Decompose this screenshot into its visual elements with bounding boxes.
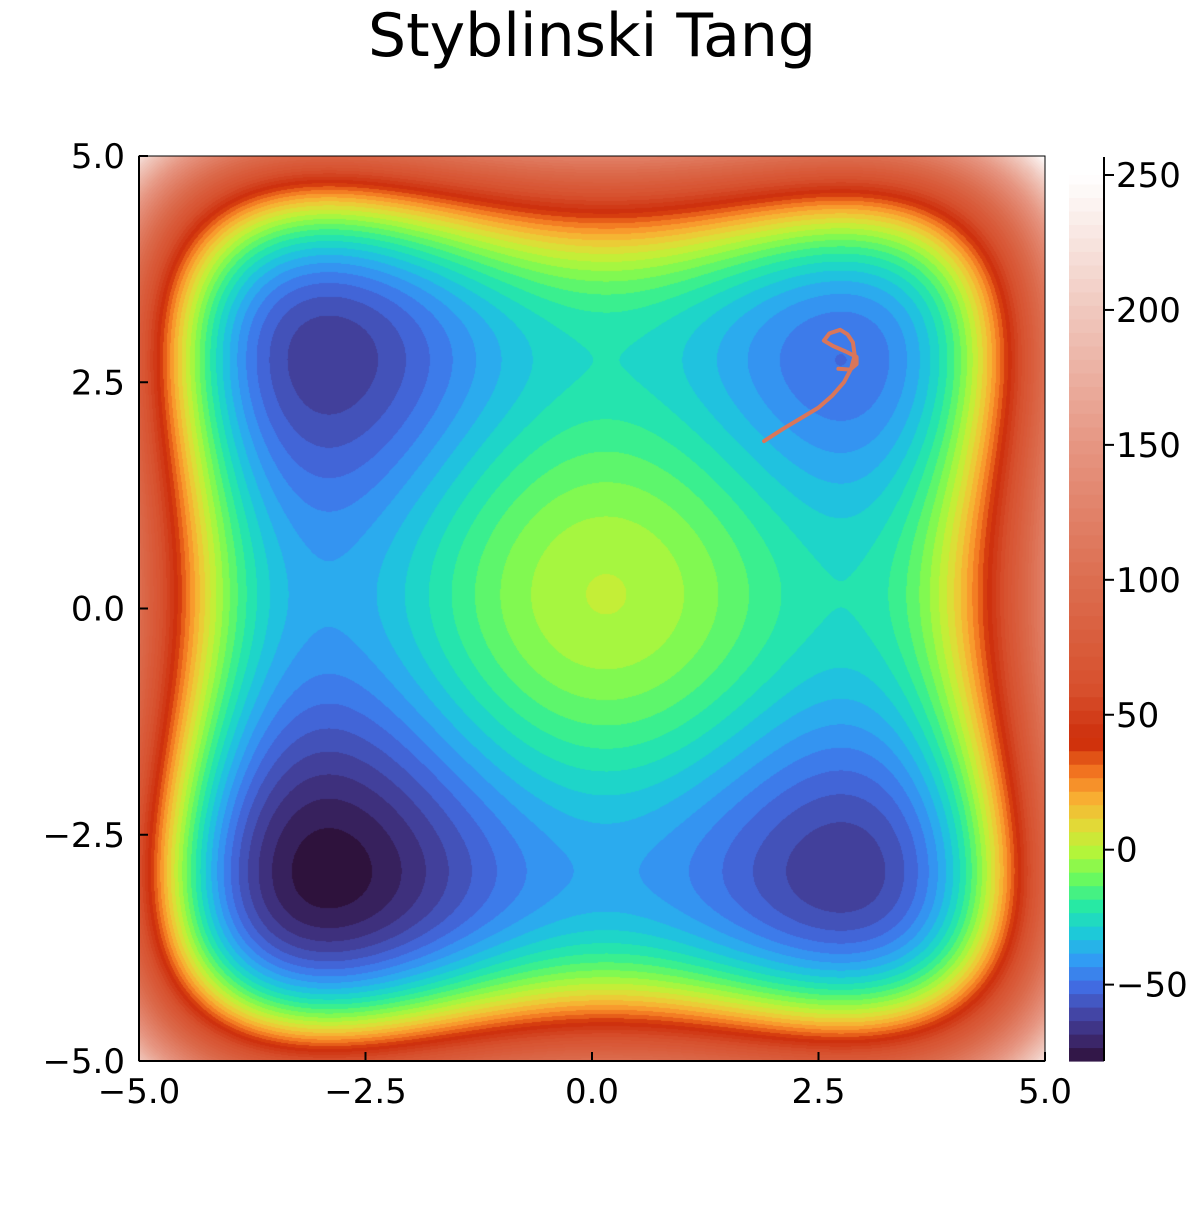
colorbar-band xyxy=(1069,318,1104,333)
colorbar-tick-label: 250 xyxy=(1116,156,1181,196)
y-tick-label: 2.5 xyxy=(71,363,125,403)
colorbar-band xyxy=(1069,926,1104,941)
colorbar-band xyxy=(1069,548,1104,563)
colorbar-band xyxy=(1069,467,1104,482)
colorbar-band xyxy=(1069,629,1104,644)
colorbar-band xyxy=(1069,588,1104,603)
colorbar-band xyxy=(1069,183,1104,198)
colorbar-band xyxy=(1069,264,1104,279)
colorbar-band xyxy=(1069,642,1104,657)
colorbar-band xyxy=(1069,521,1104,536)
colorbar-tick-label: 100 xyxy=(1116,561,1181,601)
colorbar-band xyxy=(1069,899,1104,914)
colorbar-band xyxy=(1069,885,1104,900)
colorbar-band xyxy=(1069,831,1104,846)
colorbar-band xyxy=(1069,386,1104,401)
x-tick-label: 5.0 xyxy=(1018,1072,1072,1112)
colorbar-band xyxy=(1069,656,1104,671)
colorbar-band xyxy=(1069,804,1104,819)
colorbar-tick-label: 0 xyxy=(1116,831,1138,871)
axes: −5.0 −2.5 0.0 2.5 5.0 −5.0 −2.5 0.0 2.5 5.0 xyxy=(42,137,1072,1112)
colorbar-band xyxy=(1069,175,1104,185)
colorbar-tick-label: 50 xyxy=(1116,696,1159,736)
colorbar-band xyxy=(1069,237,1104,252)
colorbar-band xyxy=(1069,750,1104,765)
colorbar-band xyxy=(1069,251,1104,266)
colorbar-band xyxy=(1069,1034,1104,1049)
colorbar-band xyxy=(1069,305,1104,320)
colorbar-band xyxy=(1069,1007,1104,1022)
colorbar-band xyxy=(1069,440,1104,455)
colorbar-band xyxy=(1069,332,1104,347)
colorbar-band xyxy=(1069,939,1104,954)
colorbar-band xyxy=(1069,615,1104,630)
colorbar-band xyxy=(1069,561,1104,576)
colorbar-band xyxy=(1069,359,1104,374)
colorbar: 250 200 150 100 50 0 −50 xyxy=(1069,156,1188,1062)
y-tick-label: −5.0 xyxy=(42,1042,125,1082)
colorbar-band xyxy=(1069,197,1104,212)
optimization-path-0 xyxy=(762,327,859,444)
colorbar-band xyxy=(1069,1020,1104,1035)
colorbar-band xyxy=(1069,966,1104,981)
colorbar-band xyxy=(1069,426,1104,441)
colorbar-band xyxy=(1069,453,1104,468)
colorbar-band xyxy=(1069,669,1104,684)
colorbar-band xyxy=(1069,345,1104,360)
x-tick-label: 2.5 xyxy=(791,1072,845,1112)
colorbar-band xyxy=(1069,993,1104,1008)
colorbar-band xyxy=(1069,791,1104,806)
colorbar-band xyxy=(1069,980,1104,995)
chart-title: Styblinski Tang xyxy=(368,1,816,71)
colorbar-band xyxy=(1069,291,1104,306)
colorbar-band xyxy=(1069,858,1104,873)
colorbar-band xyxy=(1069,494,1104,509)
colorbar-band xyxy=(1069,480,1104,495)
colorbar-band xyxy=(1069,737,1104,752)
colorbar-band xyxy=(1069,1047,1104,1062)
colorbar-band xyxy=(1069,912,1104,927)
colorbar-band xyxy=(1069,683,1104,698)
colorbar-band xyxy=(1069,953,1104,968)
contour-fill xyxy=(139,156,1045,1061)
colorbar-band xyxy=(1069,696,1104,711)
colorbar-band xyxy=(1069,777,1104,792)
colorbar-band xyxy=(1069,818,1104,833)
colorbar-band xyxy=(1069,764,1104,779)
colorbar-band xyxy=(1069,575,1104,590)
y-tick-label: 5.0 xyxy=(71,137,125,177)
colorbar-tick-label: 200 xyxy=(1116,291,1181,331)
colorbar-tick-label: −50 xyxy=(1116,966,1188,1006)
colorbar-band xyxy=(1069,278,1104,293)
colorbar-band xyxy=(1069,224,1104,239)
x-tick-label: −2.5 xyxy=(324,1072,407,1112)
colorbar-band xyxy=(1069,372,1104,387)
colorbar-band xyxy=(1069,710,1104,725)
colorbar-band xyxy=(1069,845,1104,860)
x-tick-label: −5.0 xyxy=(98,1072,181,1112)
colorbar-band xyxy=(1069,210,1104,225)
colorbar-band xyxy=(1069,413,1104,428)
colorbar-band xyxy=(1069,723,1104,738)
y-tick-label: −2.5 xyxy=(42,816,125,856)
colorbar-band xyxy=(1069,602,1104,617)
x-tick-label: 0.0 xyxy=(565,1072,619,1112)
colorbar-band xyxy=(1069,507,1104,522)
colorbar-band xyxy=(1069,534,1104,549)
colorbar-tick-label: 150 xyxy=(1116,426,1181,466)
contour-plot-area xyxy=(139,156,1045,1061)
colorbar-band xyxy=(1069,872,1104,887)
colorbar-band xyxy=(1069,399,1104,414)
y-tick-label: 0.0 xyxy=(71,590,125,630)
